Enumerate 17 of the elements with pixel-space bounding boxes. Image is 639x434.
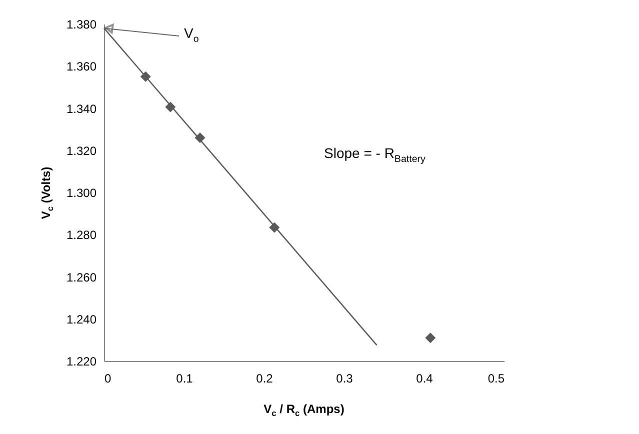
y-axis-title: Vc (Volts) bbox=[39, 166, 56, 220]
point bbox=[425, 332, 436, 344]
y-tick-label: 1.220 bbox=[66, 354, 97, 368]
y-tick-label: 1.300 bbox=[66, 186, 97, 200]
x-tick-label: 0.3 bbox=[336, 372, 354, 386]
x-tick-label: 0 bbox=[104, 372, 112, 386]
y-tick-label: 1.360 bbox=[66, 60, 97, 74]
y-tick-label: 1.280 bbox=[66, 228, 97, 242]
y-tick-label: 1.260 bbox=[66, 270, 97, 284]
y-tick-label: 1.240 bbox=[66, 312, 97, 326]
y-tick-label: 1.320 bbox=[66, 144, 97, 158]
x-tick-label: 0.5 bbox=[488, 372, 505, 386]
y-tick-label: 1.380 bbox=[66, 18, 97, 32]
y-tick-label: 1.340 bbox=[66, 102, 97, 116]
x-tick-label: 0.4 bbox=[416, 372, 434, 386]
x-tick-label: 0.2 bbox=[256, 372, 274, 386]
x-tick-label: 0.1 bbox=[176, 372, 194, 386]
